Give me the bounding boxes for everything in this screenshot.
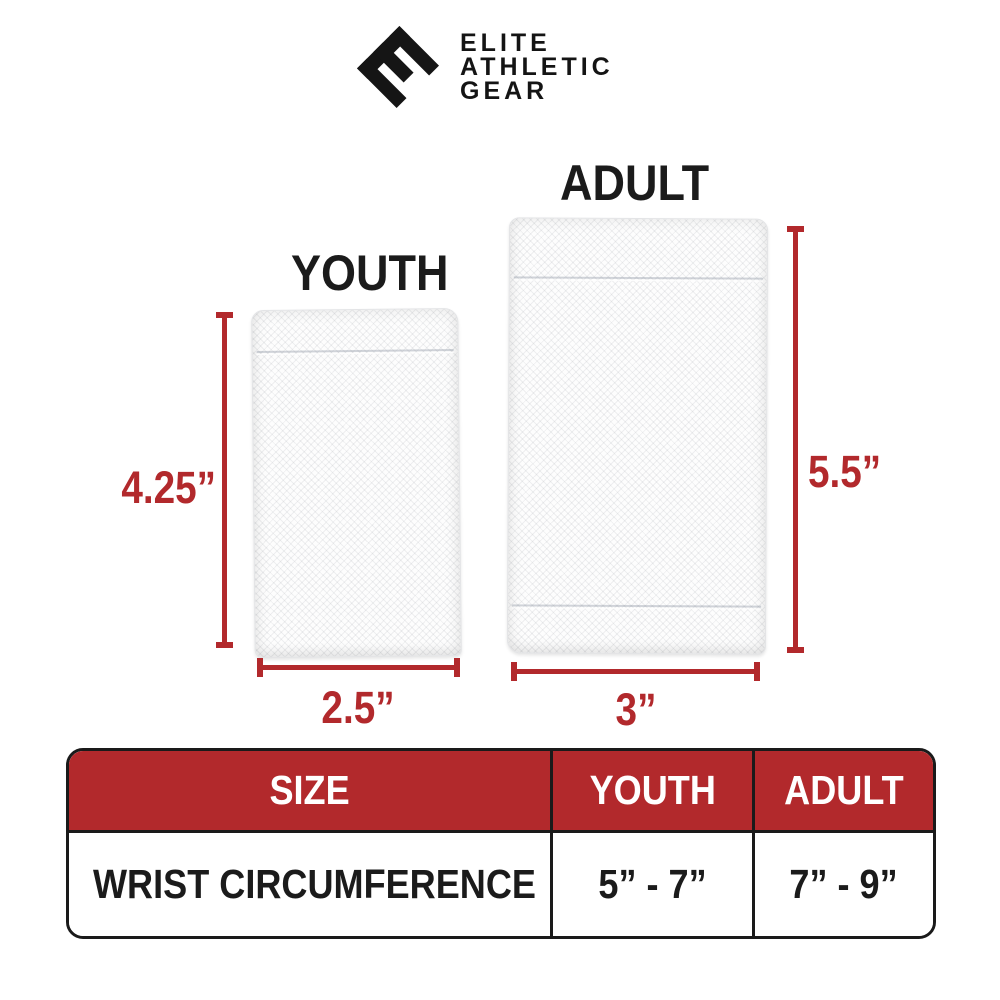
rotated-e-glyph: [356, 25, 440, 109]
youth-height-measurement: 4.25”: [121, 462, 216, 513]
table-header-size: SIZE: [69, 751, 550, 830]
brand-line-1: ELITE: [460, 29, 551, 57]
table-cell-measurement-label: WRIST CIRCUMFERENCE: [69, 833, 550, 936]
table-header-adult: ADULT: [751, 751, 933, 830]
brand-logo: ELITE ATHLETIC GEAR: [352, 22, 614, 112]
brand-line-3: GEAR: [460, 77, 549, 105]
brand-line-2: ATHLETIC: [460, 53, 614, 81]
youth-width-measurement: 2.5”: [321, 682, 395, 733]
wrist-circumference-text: WRIST CIRCUMFERENCE: [93, 861, 536, 907]
table-header-adult-text: ADULT: [783, 767, 904, 813]
adult-circumference-value: 7” - 9”: [789, 861, 898, 907]
table-header-size-text: SIZE: [269, 767, 350, 813]
youth-width-dimension-line: [257, 658, 460, 677]
table-cell-adult-value: 7” - 9”: [751, 833, 933, 936]
table-cell-youth-value: 5” - 7”: [550, 833, 751, 936]
adult-height-measurement: 5.5”: [808, 446, 882, 497]
table-header-youth: YOUTH: [550, 751, 751, 830]
table-header-row: SIZE YOUTH ADULT: [69, 751, 933, 830]
adult-product-label: ADULT: [560, 155, 710, 211]
youth-height-dimension-line: [216, 312, 233, 648]
adult-width-measurement: 3”: [615, 684, 657, 735]
size-chart-table: SIZE YOUTH ADULT WRIST CIRCUMFERENCE 5” …: [66, 748, 936, 939]
fabric-seam: [512, 604, 762, 610]
elite-e-logo-icon: [352, 22, 444, 112]
youth-wristband-image: [251, 307, 462, 659]
youth-circumference-value: 5” - 7”: [598, 861, 707, 907]
adult-height-dimension-line: [787, 226, 804, 653]
adult-wristband-image: [506, 217, 769, 655]
table-header-youth-text: YOUTH: [589, 767, 716, 813]
brand-name: ELITE ATHLETIC GEAR: [460, 29, 614, 105]
fabric-seam: [256, 348, 454, 356]
youth-product-label: YOUTH: [291, 245, 449, 301]
fabric-seam: [513, 276, 763, 282]
table-data-row: WRIST CIRCUMFERENCE 5” - 7” 7” - 9”: [69, 830, 933, 936]
adult-width-dimension-line: [511, 662, 760, 681]
